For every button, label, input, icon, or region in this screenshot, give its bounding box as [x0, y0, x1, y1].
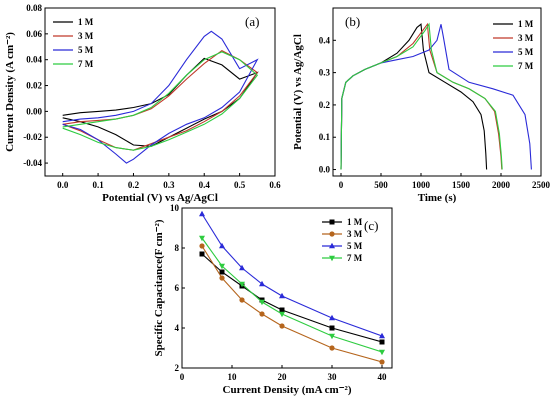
- panel-b: 0 500 1000 1500 2000 2500 0.0 0.1 0.2 0.3 0.4 Time …: [292, 7, 550, 204]
- x-tick-label: 0: [180, 372, 185, 382]
- data-point: [199, 251, 205, 257]
- data-point: [259, 299, 265, 306]
- y-tick-label: 2: [175, 363, 180, 373]
- y-tick-label: 0.06: [26, 29, 42, 39]
- legend-label: 1 M: [347, 217, 363, 227]
- data-point: [199, 243, 205, 249]
- x-tick-label: 0.0: [57, 180, 69, 190]
- data-point: [329, 325, 335, 331]
- x-tick-label: 20: [278, 372, 288, 382]
- y-tick-label: 10: [170, 203, 180, 213]
- y-tick-label: 0.1: [319, 132, 331, 142]
- y-tick-label: 0.2: [319, 100, 331, 110]
- x-tick-label: 0.5: [234, 180, 246, 190]
- data-point: [239, 281, 245, 288]
- data-point: [279, 292, 285, 299]
- x-tick-label: 0.4: [199, 180, 211, 190]
- data-point: [379, 332, 385, 339]
- y-tick-label: 0.00: [26, 106, 42, 116]
- x-tick-label: 40: [378, 372, 388, 382]
- y-tick-label: -0.02: [23, 132, 42, 142]
- data-point: [279, 323, 285, 329]
- data-point: [219, 242, 225, 249]
- x-tick-label: 1500: [452, 180, 471, 190]
- legend-label: 3 M: [347, 229, 363, 239]
- y-tick-label: 0.0: [319, 165, 331, 175]
- series-line-7m: [62, 51, 259, 151]
- y-tick-label: 0.08: [26, 3, 42, 13]
- plot-frame: [332, 7, 542, 177]
- x-axis-label: Potential (V) vs Ag/AgCl: [102, 192, 218, 204]
- legend-label: 3 M: [78, 31, 94, 41]
- y-tick-label: 4: [175, 323, 180, 333]
- x-tick-label: 30: [328, 372, 338, 382]
- panel-tag: (c): [364, 218, 378, 233]
- legend-label: 5 M: [78, 45, 94, 55]
- data-point: [329, 333, 335, 340]
- series-line-7m: [340, 22, 503, 170]
- legend-label: 1 M: [78, 17, 94, 27]
- y-axis-label: Specific Capacitance(F cm⁻²): [153, 219, 165, 356]
- x-tick-label: 2000: [492, 180, 511, 190]
- legend-label: 7 M: [518, 61, 534, 71]
- panel-a: 0.0 0.1 0.2 0.3 0.4 0.5 0.6 -0.04 -0.02 0.00 0.02 0…: [4, 3, 281, 204]
- plot-frame: [44, 7, 276, 177]
- data-point: [239, 264, 245, 271]
- panel-tag: (b): [345, 14, 360, 29]
- legend-label: 3 M: [518, 33, 534, 43]
- panel-c: 0 10 20 30 40 2 4 6 8 10 Current Density (mA cm⁻²)…: [153, 203, 393, 396]
- series-line-5m: [340, 24, 532, 170]
- x-tick-label: 0: [339, 180, 344, 190]
- legend-marker: [329, 242, 335, 249]
- data-point: [199, 235, 205, 242]
- data-point: [219, 275, 225, 281]
- data-point: [379, 339, 385, 345]
- x-tick-label: 2500: [532, 180, 550, 190]
- data-point: [259, 311, 265, 317]
- data-point: [219, 263, 225, 270]
- data-point: [279, 311, 285, 318]
- series-line-3m: [340, 22, 503, 170]
- x-tick-label: 0.2: [128, 180, 140, 190]
- x-axis-label: Current Density (mA cm⁻²): [223, 384, 352, 396]
- data-point: [379, 359, 385, 365]
- legend-marker: [329, 231, 335, 237]
- y-tick-label: -0.04: [23, 158, 42, 168]
- x-tick-label: 0.1: [92, 180, 104, 190]
- series-line-3m: [201, 245, 383, 363]
- y-tick-label: 0.4: [319, 35, 331, 45]
- y-tick-label: 0.04: [26, 55, 42, 65]
- y-axis-label: Current Density (A cm⁻²): [4, 32, 16, 152]
- y-axis-label: Potential (V) vs Ag/AgCl: [292, 34, 304, 150]
- x-tick-label: 0.3: [163, 180, 175, 190]
- legend-label: 5 M: [347, 241, 363, 251]
- x-tick-label: 10: [228, 372, 238, 382]
- y-tick-label: 6: [175, 283, 180, 293]
- legend-label: 7 M: [78, 59, 94, 69]
- series-line-1m: [201, 253, 383, 343]
- legend-marker: [329, 219, 335, 225]
- y-tick-label: 0.3: [319, 68, 331, 78]
- x-axis-label: Time (s): [418, 192, 457, 204]
- y-tick-label: 0.02: [26, 81, 42, 91]
- x-tick-label: 500: [374, 180, 388, 190]
- legend-label: 7 M: [347, 253, 363, 263]
- y-tick-label: 8: [175, 243, 180, 253]
- x-tick-label: 0.6: [269, 180, 281, 190]
- series-line-5m: [62, 30, 259, 164]
- legend-label: 5 M: [518, 47, 534, 57]
- data-point: [219, 269, 225, 275]
- data-point: [199, 210, 205, 217]
- panel-tag: (a): [245, 14, 259, 29]
- data-point: [259, 280, 265, 287]
- data-point: [329, 345, 335, 351]
- x-tick-label: 1000: [412, 180, 431, 190]
- data-point: [239, 297, 245, 303]
- legend-marker: [329, 255, 335, 262]
- data-point: [329, 314, 335, 321]
- data-point: [379, 349, 385, 356]
- legend-label: 1 M: [518, 19, 534, 29]
- data-point: [279, 307, 285, 313]
